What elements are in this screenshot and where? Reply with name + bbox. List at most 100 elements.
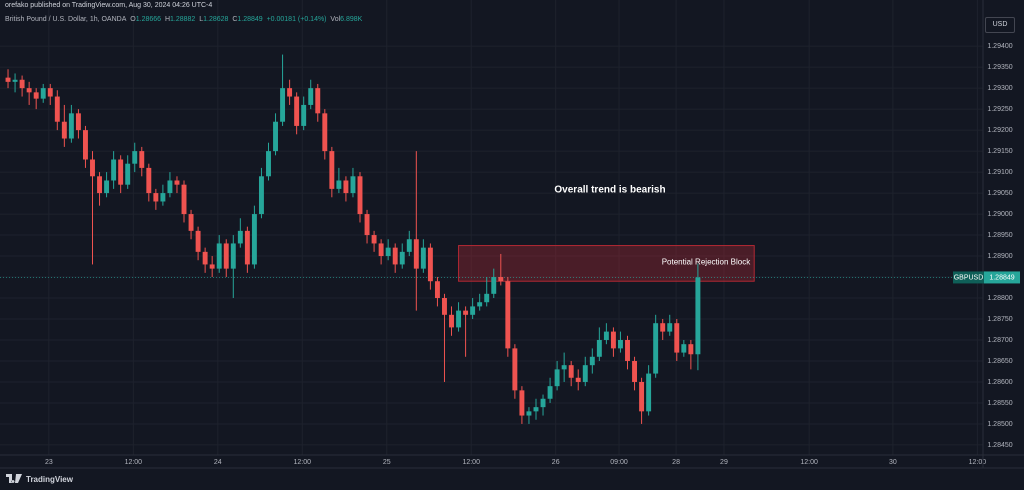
candle-body <box>111 159 117 181</box>
x-tick-label: 12:00 <box>462 459 480 466</box>
brand: TradingView <box>26 474 73 484</box>
candle-body <box>392 247 398 265</box>
candle-body <box>681 344 687 353</box>
y-tick-label: 1.28800 <box>987 295 1012 302</box>
legend-value: 1.28666 <box>135 16 162 23</box>
candle-body <box>26 88 32 93</box>
candle-body <box>456 310 462 328</box>
candle-body <box>406 239 412 252</box>
x-tick-label: 26 <box>552 459 560 466</box>
x-tick-label: 23 <box>45 459 53 466</box>
y-tick-label: 1.29300 <box>987 85 1012 92</box>
candle-body <box>12 79 18 82</box>
legend-value: 1.28849 <box>237 16 263 23</box>
candle-body <box>357 176 363 215</box>
legend-value: 1.28628 <box>203 16 229 23</box>
candle-body <box>413 239 419 269</box>
candle-body <box>512 348 518 391</box>
currency-button[interactable]: USD <box>985 17 1015 33</box>
logo <box>6 474 22 483</box>
candle-body <box>505 281 511 349</box>
candle-body <box>308 88 314 105</box>
candle-body <box>125 163 131 185</box>
candle-body <box>427 247 433 282</box>
y-tick-label: 1.29000 <box>987 211 1012 218</box>
candle-body <box>540 398 546 408</box>
candle-body <box>301 104 307 126</box>
candle-body <box>434 281 440 299</box>
candle-body <box>40 88 46 99</box>
y-tick-label: 1.28500 <box>987 421 1012 428</box>
candle-body <box>618 339 623 349</box>
candle-body <box>526 411 532 416</box>
candle-body <box>5 77 11 82</box>
annotation: Overall trend is bearish <box>554 185 665 196</box>
legend-label: O <box>130 16 136 23</box>
candle-body <box>533 407 539 412</box>
candle-body <box>47 88 53 97</box>
candle-body <box>146 167 152 194</box>
footer: TradingView <box>6 474 73 484</box>
candle-body <box>498 277 504 282</box>
candle-body <box>230 243 236 269</box>
candle-body <box>646 373 652 412</box>
y-tick-label: 1.28700 <box>987 337 1012 344</box>
candle-body <box>202 251 208 265</box>
candle-body <box>484 293 490 303</box>
candle-body <box>33 92 39 99</box>
candle-body <box>90 159 95 177</box>
candle-body <box>477 302 483 307</box>
candle-body <box>470 306 476 315</box>
candle-body <box>132 151 138 164</box>
candle-body <box>378 243 384 257</box>
y-tick-label: 1.29350 <box>987 64 1012 71</box>
candle-body <box>449 314 454 328</box>
candle-body <box>68 113 74 139</box>
candle-body <box>667 323 673 332</box>
legend-label: L <box>199 16 204 23</box>
price-box <box>984 271 1020 284</box>
y-tick-label: 1.28550 <box>987 400 1012 407</box>
candle-body <box>350 176 356 194</box>
y-tick-label: 1.29050 <box>987 190 1012 197</box>
candle-body <box>322 113 328 152</box>
candle-body <box>251 214 257 265</box>
candle-body <box>167 180 173 194</box>
candle-body <box>54 96 60 122</box>
y-tick-label: 1.28450 <box>987 442 1012 449</box>
y-tick-label: 1.29200 <box>987 127 1012 134</box>
y-tick-label: 1.28750 <box>987 316 1012 323</box>
legend-label: H <box>164 16 170 23</box>
candle-body <box>104 180 110 194</box>
y-tick-label: 1.29400 <box>987 43 1012 50</box>
candle-body <box>442 298 447 315</box>
candle-body <box>695 277 701 355</box>
candle-body <box>519 390 525 416</box>
candle-body <box>639 381 645 412</box>
legend: British Pound / U.S. Dollar, 1h, OANDA O… <box>5 16 362 23</box>
candle-body <box>568 365 574 378</box>
candle-body <box>280 88 286 122</box>
y-tick-label: 1.28600 <box>987 379 1012 386</box>
candle-body <box>547 386 553 399</box>
x-tick-label: 12:00 <box>969 459 987 466</box>
candle-body <box>625 339 630 361</box>
candle-body <box>688 344 694 355</box>
x-tick-label: 24 <box>214 459 222 466</box>
candle-body <box>294 96 300 126</box>
candle-body <box>561 365 567 370</box>
price-label: 1.28849 <box>989 274 1014 281</box>
legend-value: 6.898K <box>340 16 363 23</box>
candle-body <box>82 130 88 160</box>
candle-body <box>632 360 638 382</box>
candle-body <box>610 331 616 349</box>
candle-body <box>139 151 145 168</box>
candle-body <box>674 323 680 353</box>
y-tick-label: 1.29100 <box>987 169 1012 176</box>
y-tick-label: 1.28950 <box>987 232 1012 239</box>
candle-body <box>244 230 250 265</box>
candle-body <box>266 151 271 177</box>
candle-body <box>554 369 560 387</box>
zone-label: Potential Rejection Block <box>662 257 751 266</box>
